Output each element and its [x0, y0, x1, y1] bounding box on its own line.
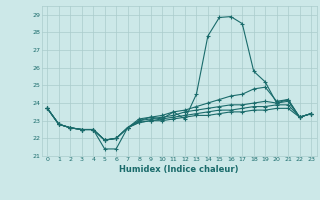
- X-axis label: Humidex (Indice chaleur): Humidex (Indice chaleur): [119, 165, 239, 174]
